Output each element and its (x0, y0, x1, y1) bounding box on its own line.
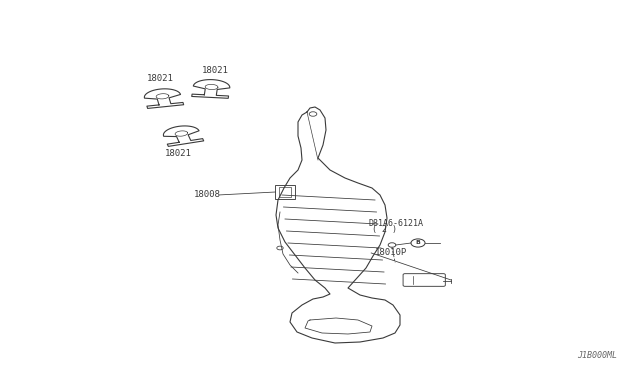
Text: D81A6-6121A: D81A6-6121A (369, 219, 424, 228)
Text: 18021: 18021 (147, 74, 174, 83)
Text: J1B000ML: J1B000ML (578, 351, 618, 360)
Text: B: B (415, 241, 420, 246)
Text: 18021: 18021 (202, 66, 228, 75)
Text: 18008: 18008 (194, 190, 221, 199)
Text: 18010P: 18010P (374, 248, 406, 257)
Text: 18021: 18021 (164, 149, 191, 158)
Bar (278, 187, 291, 197)
Bar (275, 186, 294, 199)
Text: ( 2 ): ( 2 ) (372, 225, 397, 234)
